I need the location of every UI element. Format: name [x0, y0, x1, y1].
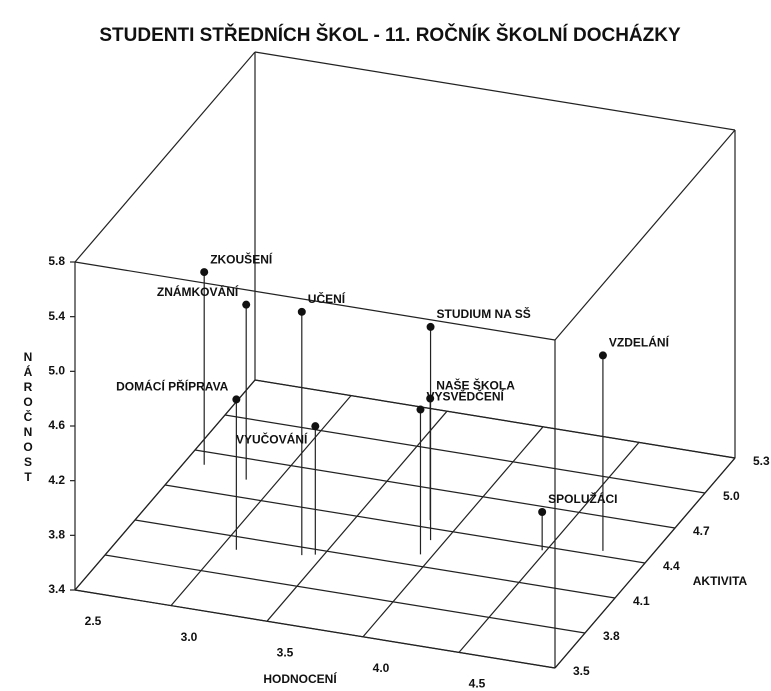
- z-tick-label: 3.4: [48, 582, 65, 596]
- y-tick-label: 3.8: [603, 629, 620, 643]
- point-label: ZKOUŠENÍ: [210, 251, 273, 266]
- point-label: VYUČOVÁNÍ: [236, 431, 308, 446]
- grid-line: [104, 554, 586, 634]
- grid-line: [194, 449, 676, 529]
- z-axis-title: NÁROČNOST: [21, 350, 35, 485]
- point: [538, 508, 547, 517]
- grid-line: [224, 414, 706, 494]
- box-edge: [74, 261, 556, 341]
- box-edge: [554, 129, 736, 341]
- point: [426, 394, 435, 403]
- y-tick-label: 4.4: [663, 559, 680, 573]
- point: [416, 405, 425, 414]
- point: [200, 268, 209, 277]
- point-label: SPOLUŽÁCI: [548, 491, 617, 506]
- z-tick-label: 3.8: [48, 528, 65, 542]
- point: [426, 322, 435, 331]
- point: [242, 300, 251, 309]
- x-axis-title: HODNOCENÍ: [263, 671, 337, 686]
- z-tick-label: 4.6: [48, 418, 65, 432]
- box-edge: [254, 51, 736, 131]
- point-label: NAŠE ŠKOLA: [436, 378, 515, 393]
- y-tick-label: 5.3: [753, 454, 770, 468]
- chart-title: STUDENTI STŘEDNÍCH ŠKOL - 11. ROČNÍK ŠKO…: [99, 24, 681, 46]
- point: [297, 307, 306, 316]
- point-label: VZDELÁNÍ: [609, 335, 670, 350]
- y-axis-title: AKTIVITA: [693, 574, 748, 588]
- y-tick-label: 5.0: [723, 489, 740, 503]
- point-label: DOMÁCÍ PŘÍPRAVA: [116, 379, 229, 394]
- point: [232, 395, 241, 404]
- x-tick-label: 4.5: [469, 677, 486, 691]
- z-tick-label: 5.4: [48, 309, 65, 323]
- grid-line: [134, 519, 616, 599]
- z-tick-label: 5.8: [48, 254, 65, 268]
- point: [598, 351, 607, 360]
- x-tick-label: 3.0: [181, 630, 198, 644]
- x-tick-label: 4.0: [373, 661, 390, 675]
- z-tick-label: 5.0: [48, 364, 65, 378]
- point-label: ZNÁMKOVÁNÍ: [157, 284, 239, 299]
- point-label: VYSVĚDČENÍ: [426, 389, 504, 404]
- y-tick-label: 4.7: [693, 524, 710, 538]
- grid-line: [254, 379, 736, 459]
- grid-line: [164, 484, 646, 564]
- point-label: UČENÍ: [308, 291, 346, 306]
- box-edge: [74, 51, 256, 263]
- y-tick-label: 3.5: [573, 664, 590, 678]
- x-tick-label: 2.5: [85, 614, 102, 628]
- point-label: STUDIUM NA SŠ: [437, 306, 531, 321]
- point: [311, 422, 320, 431]
- y-tick-label: 4.1: [633, 594, 650, 608]
- x-tick-label: 3.5: [277, 645, 294, 659]
- z-tick-label: 4.2: [48, 473, 65, 487]
- grid-line: [74, 589, 556, 669]
